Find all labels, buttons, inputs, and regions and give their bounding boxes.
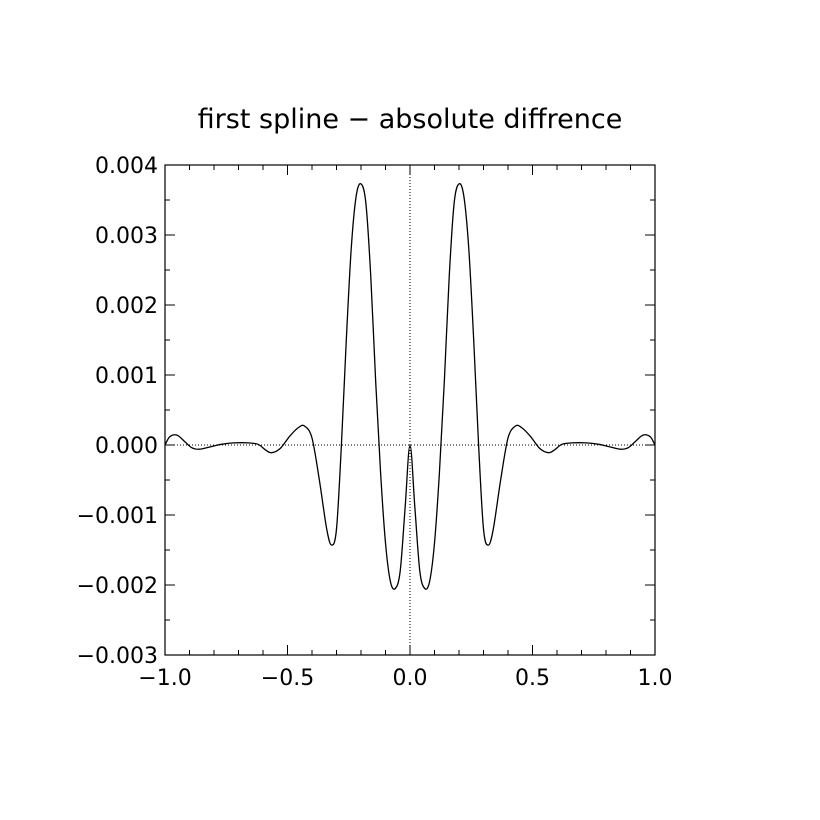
x-tick-label: −1.0 [138,666,191,691]
series-group [164,183,656,590]
y-tick-label: 0.002 [95,294,158,319]
x-tick-label: 0.5 [515,666,550,691]
y-tick-label: 0.000 [95,434,158,459]
y-tick-label: −0.001 [77,504,158,529]
x-tick-label: 0.0 [393,666,428,691]
y-tick-label: 0.004 [95,154,158,179]
y-tick-label: 0.003 [95,224,158,249]
x-tick-labels: −1.0 −0.5 0.0 0.5 1.0 [138,666,672,691]
x-tick-label: −0.5 [261,666,314,691]
y-tick-label: 0.001 [95,364,158,389]
chart-title: first spline − absolute diffrence [198,104,623,135]
y-tick-labels: −0.003 −0.002 −0.001 0.000 0.001 0.002 0.003 0.… [77,154,158,669]
plot-frame [164,164,656,656]
series-line [164,183,656,590]
x-tick-label: 1.0 [638,666,673,691]
y-tick-label: −0.003 [77,644,158,669]
zero-lines [165,165,655,655]
y-tick-label: −0.002 [77,574,158,599]
